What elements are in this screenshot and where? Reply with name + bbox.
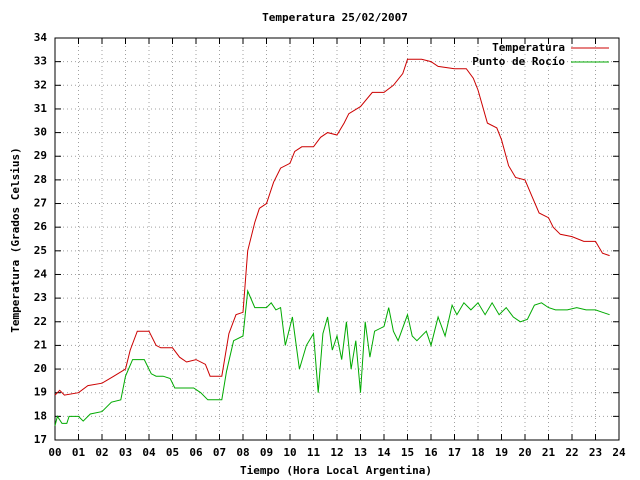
x-tick-label: 07 <box>213 446 226 459</box>
x-tick-label: 04 <box>142 446 156 459</box>
legend-label: Punto de Rocío <box>472 55 565 68</box>
y-tick-label: 18 <box>34 409 47 422</box>
x-tick-label: 20 <box>518 446 531 459</box>
chart-title: Temperatura 25/02/2007 <box>262 11 408 24</box>
y-tick-label: 20 <box>34 362 47 375</box>
x-tick-label: 03 <box>119 446 132 459</box>
y-tick-label: 19 <box>34 386 47 399</box>
series-line <box>54 58 610 396</box>
x-tick-label: 18 <box>471 446 484 459</box>
x-tick-label: 19 <box>495 446 508 459</box>
x-tick-label: 09 <box>260 446 273 459</box>
y-tick-label: 32 <box>34 78 47 91</box>
y-axis-label: Temperatura (Grados Celsius) <box>9 147 22 332</box>
y-tick-label: 25 <box>34 244 47 257</box>
y-tick-label: 26 <box>34 220 48 233</box>
y-tick-label: 31 <box>34 102 48 115</box>
series-line <box>54 289 610 426</box>
y-tick-label: 24 <box>34 267 48 280</box>
x-tick-label: 01 <box>72 446 86 459</box>
y-tick-label: 17 <box>34 433 47 446</box>
x-tick-label: 14 <box>377 446 391 459</box>
y-tick-label: 28 <box>34 173 47 186</box>
x-tick-label: 13 <box>354 446 367 459</box>
x-tick-label: 02 <box>95 446 108 459</box>
x-tick-label: 24 <box>612 446 626 459</box>
y-tick-label: 23 <box>34 291 47 304</box>
y-tick-label: 34 <box>34 31 48 44</box>
x-tick-label: 06 <box>189 446 203 459</box>
y-tick-label: 30 <box>34 126 47 139</box>
y-tick-label: 21 <box>34 338 48 351</box>
x-tick-label: 16 <box>424 446 438 459</box>
legend-label: Temperatura <box>492 41 565 54</box>
y-tick-label: 27 <box>34 197 47 210</box>
x-tick-label: 12 <box>330 446 343 459</box>
x-tick-label: 15 <box>401 446 414 459</box>
plot-border <box>54 37 620 441</box>
x-tick-label: 11 <box>307 446 321 459</box>
x-tick-label: 23 <box>589 446 602 459</box>
x-tick-label: 05 <box>166 446 179 459</box>
x-tick-label: 10 <box>283 446 296 459</box>
y-tick-label: 22 <box>34 315 47 328</box>
y-tick-label: 33 <box>34 55 47 68</box>
x-tick-label: 17 <box>448 446 461 459</box>
x-tick-label: 21 <box>542 446 556 459</box>
x-tick-label: 08 <box>236 446 249 459</box>
y-tick-label: 29 <box>34 149 47 162</box>
x-tick-label: 00 <box>48 446 61 459</box>
x-axis-label: Tiempo (Hora Local Argentina) <box>240 464 432 477</box>
x-tick-label: 22 <box>565 446 578 459</box>
